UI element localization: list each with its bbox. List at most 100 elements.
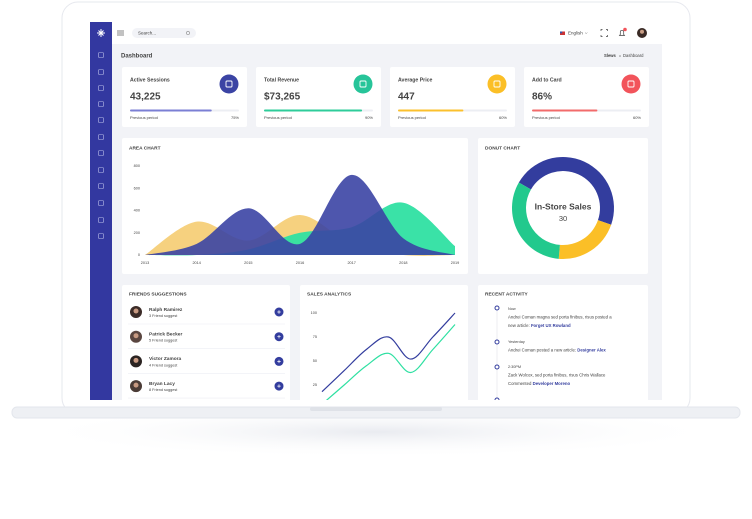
activity-link[interactable]: Designer Alex (577, 348, 606, 353)
add-icon (277, 310, 281, 314)
y-tick-label: 25 (313, 383, 317, 387)
fullscreen-icon[interactable] (600, 29, 608, 37)
progress-label: 60% (633, 115, 641, 120)
add-icon (277, 335, 281, 339)
card (122, 67, 247, 127)
friend-name: Patrick Becker (149, 331, 182, 337)
friend-name: Ralph Ramirez (149, 307, 183, 313)
search-icon[interactable] (186, 31, 190, 35)
add-icon (277, 359, 281, 364)
card (300, 285, 468, 400)
card-value: 447 (398, 92, 415, 103)
sidebar-icon[interactable] (98, 183, 104, 189)
friend-name: Victor Zamora (149, 356, 182, 362)
donut-segment (518, 156, 615, 225)
sidebar-icon[interactable] (98, 150, 104, 156)
donut-center-label: In-Store Sales (535, 201, 592, 211)
timeline-dot (494, 364, 500, 370)
sidebar-icon[interactable] (98, 233, 104, 239)
progress-label: 90% (365, 115, 373, 120)
card-value: 43,225 (130, 92, 161, 103)
progress-footer: Previous period (532, 115, 560, 120)
card (478, 285, 648, 400)
activity-text: Commented Developer Moreno (508, 381, 570, 386)
progress-bar (130, 109, 212, 112)
sidebar-icon[interactable] (98, 134, 104, 140)
card-icon-glyph (627, 80, 635, 88)
shadow (26, 406, 726, 458)
y-tick-label: 600 (134, 186, 140, 190)
chart-title: DONUT CHART (485, 145, 520, 151)
donut-segment (512, 182, 560, 259)
donut-center-value: 30 (559, 214, 567, 223)
card-title: Total Revenue (264, 77, 299, 83)
activity-text-part: new article: (508, 323, 531, 328)
friend-subtitle: 8 Friend suggest (149, 388, 178, 392)
friend-name: Bryan Lacy (149, 381, 175, 387)
breadcrumb[interactable]: Slews (604, 53, 617, 58)
timeline-dot (494, 339, 500, 345)
page-title: Dashboard (121, 54, 153, 60)
x-tick-label: 2016 (296, 261, 304, 265)
sidebar-icon[interactable] (98, 69, 104, 75)
friend-subtitle: 5 Friend suggest (149, 339, 178, 343)
card-icon (219, 74, 239, 94)
card-value: $73,265 (264, 92, 301, 103)
sidebar-icon[interactable] (98, 101, 104, 107)
user-avatar-face (640, 29, 644, 34)
progress-label: 60% (499, 115, 507, 120)
flag (560, 31, 565, 35)
add-icon (277, 384, 281, 388)
sidebar-icon[interactable] (98, 52, 104, 58)
timeline-dot (494, 305, 500, 311)
x-tick-label: 2019 (451, 261, 459, 265)
language[interactable]: English (568, 31, 583, 36)
x-tick-label: 2015 (244, 261, 252, 265)
activity-time: 2:30PM (508, 365, 521, 369)
search-box[interactable] (132, 28, 196, 38)
friend-avatar-face (133, 357, 139, 363)
bell-icon[interactable] (618, 30, 626, 36)
section-title: FRIENDS SUGGESTIONS (129, 291, 187, 297)
card-title: Average Price (398, 77, 433, 83)
activity-text: Andrei Coman posted a new article: Desig… (508, 348, 606, 353)
sidebar-icon[interactable] (98, 167, 104, 173)
card-icon-glyph (493, 80, 501, 88)
friend-subtitle: 3 Friend suggest (149, 314, 178, 318)
breadcrumb: Dashboard (623, 53, 644, 58)
card (256, 67, 381, 127)
screen: Search... English Dashboard Slews Dashbo… (90, 22, 662, 400)
card (478, 138, 648, 274)
y-tick-label: 400 (134, 209, 140, 213)
activity-link[interactable]: Forget UX Rowland (531, 323, 571, 328)
topbar (112, 22, 662, 44)
sidebar-icon[interactable] (98, 217, 104, 223)
card-title: Add to Card (532, 77, 562, 83)
sidebar-icon[interactable] (98, 85, 104, 91)
card-icon (487, 74, 507, 94)
breadcrumb-sep (619, 55, 621, 57)
activity-text-part: Andrei Coman posted a new article: (508, 348, 577, 353)
sidebar-icon[interactable] (98, 200, 104, 206)
x-tick-label: 2017 (347, 261, 355, 265)
logo (97, 29, 105, 37)
chart-title: AREA CHART (129, 145, 161, 151)
y-tick-label: 75 (313, 335, 317, 339)
activity-text-part: Commented (508, 381, 533, 386)
card-icon (353, 74, 373, 94)
friend-avatar-face (133, 333, 139, 339)
sidebar-icon[interactable] (98, 117, 104, 123)
x-tick-label: 2018 (399, 261, 407, 265)
menu-icon[interactable] (117, 30, 124, 36)
progress-footer: Previous period (398, 115, 426, 120)
card (390, 67, 515, 127)
activity-link[interactable]: Developer Moreno (533, 381, 571, 386)
y-tick-label: 0 (138, 253, 140, 257)
progress-footer: Previous period (264, 115, 292, 120)
activity-time: Yesterday (508, 340, 525, 344)
activity-text: Zack Wolcox, sed porta finibus, risus Ch… (508, 373, 606, 378)
progress-footer: Previous period (130, 115, 158, 120)
laptop-notch (310, 407, 442, 411)
